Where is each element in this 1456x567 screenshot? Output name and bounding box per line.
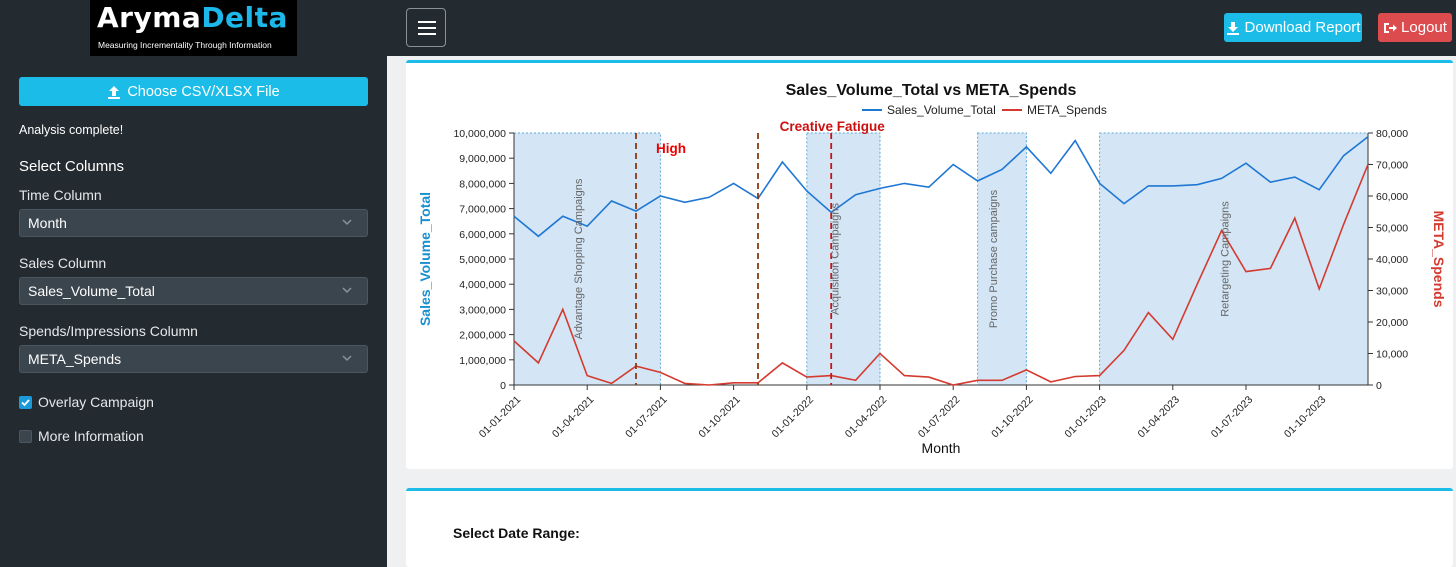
y2-tick-label: 70,000 xyxy=(1376,160,1408,172)
y2-axis-label: META_Spends xyxy=(1431,211,1447,308)
logo-text: ArymaDelta xyxy=(97,1,288,34)
y-tick-label: 6,000,000 xyxy=(459,229,506,241)
spends-column-label: Spends/Impressions Column xyxy=(19,323,198,339)
x-tick-label: 01-01-2021 xyxy=(477,394,524,441)
x-tick-label: 01-04-2021 xyxy=(550,394,597,441)
y-tick-label: 1,000,000 xyxy=(459,355,506,367)
time-column-label: Time Column xyxy=(19,187,102,203)
logo[interactable]: ArymaDelta Measuring Incrementality Thro… xyxy=(90,0,297,56)
y2-tick-label: 60,000 xyxy=(1376,191,1408,203)
y-tick-label: 0 xyxy=(500,380,506,392)
y2-tick-label: 10,000 xyxy=(1376,349,1408,361)
x-tick-label: 01-07-2021 xyxy=(623,394,670,441)
chevron-down-icon xyxy=(342,219,352,226)
series-line-meta-spends xyxy=(513,164,1369,386)
x-tick-label: 01-07-2023 xyxy=(1209,394,1256,441)
y2-tick-label: 80,000 xyxy=(1376,128,1408,140)
y2-tick-label: 20,000 xyxy=(1376,317,1408,329)
logo-tagline: Measuring Incrementality Through Informa… xyxy=(98,40,272,50)
x-tick-label: 01-01-2022 xyxy=(770,394,817,441)
time-column-value: Month xyxy=(28,215,67,231)
y2-tick-label: 30,000 xyxy=(1376,286,1408,298)
y2-tick-label: 40,000 xyxy=(1376,254,1408,266)
upload-file-button[interactable]: Choose CSV/XLSX File xyxy=(19,77,368,106)
x-tick-label: 01-01-2023 xyxy=(1062,394,1109,441)
checkmark-icon xyxy=(21,399,30,407)
sales-vs-spends-chart: 0 1,000,000 2,000,000 3,000,000 4,000,000 5,0… xyxy=(417,82,1447,456)
logout-icon xyxy=(1384,22,1398,33)
logout-label: Logout xyxy=(1401,19,1447,36)
chevron-down-icon xyxy=(342,355,352,362)
y-tick-label: 5,000,000 xyxy=(459,254,506,266)
campaign-label: Retargeting Campaigns xyxy=(1220,201,1232,317)
overlay-campaign-label[interactable]: Overlay Campaign xyxy=(38,394,154,410)
y-tick-label: 9,000,000 xyxy=(459,153,506,165)
top-bar: ArymaDelta Measuring Incrementality Thro… xyxy=(0,0,1456,56)
y-tick-label: 10,000,000 xyxy=(453,128,506,140)
campaign-label: Promo Purchase campaigns xyxy=(988,189,1000,328)
legend-label: Sales_Volume_Total xyxy=(887,103,996,117)
hamburger-icon-bar xyxy=(418,27,436,29)
x-tick-label: 01-04-2022 xyxy=(843,394,890,441)
section-title: Select Columns xyxy=(19,158,125,175)
y2-tick-label: 50,000 xyxy=(1376,223,1408,235)
time-column-select[interactable]: Month xyxy=(19,209,368,237)
sidebar: Choose CSV/XLSX File Analysis complete! … xyxy=(0,56,387,567)
more-information-label[interactable]: More Information xyxy=(38,428,144,444)
download-report-label: Download Report xyxy=(1244,19,1361,36)
x-tick-label: 01-10-2023 xyxy=(1282,394,1329,441)
campaign-label: Advantage Shopping Campaigns xyxy=(573,178,585,339)
chart-card: 0 1,000,000 2,000,000 3,000,000 4,000,000 5,0… xyxy=(406,60,1453,469)
series-line-sales-volume-total xyxy=(513,136,1369,238)
y2-tick-label: 0 xyxy=(1376,380,1382,392)
x-tick-label: 01-10-2022 xyxy=(989,394,1036,441)
more-information-checkbox[interactable] xyxy=(19,430,32,443)
download-report-button[interactable]: Download Report xyxy=(1224,13,1362,42)
hamburger-icon xyxy=(418,21,436,23)
campaign-band xyxy=(977,132,1027,386)
event-marker-label: Creative Fatigue xyxy=(780,119,886,134)
date-range-card: Select Date Range: xyxy=(406,488,1453,567)
campaign-band xyxy=(806,132,881,386)
legend-label: META_Spends xyxy=(1027,103,1107,117)
sales-column-select[interactable]: Sales_Volume_Total xyxy=(19,277,368,305)
logout-button[interactable]: Logout xyxy=(1378,13,1452,42)
status-text: Analysis complete! xyxy=(19,123,124,137)
menu-toggle-button[interactable] xyxy=(406,8,446,47)
upload-file-label: Choose CSV/XLSX File xyxy=(127,83,280,100)
y-tick-label: 7,000,000 xyxy=(459,204,506,216)
x-axis-label: Month xyxy=(922,440,961,456)
upload-icon xyxy=(108,85,121,99)
chart-title: Sales_Volume_Total vs META_Spends xyxy=(786,82,1077,99)
spends-column-value: META_Spends xyxy=(28,351,122,367)
y-tick-label: 3,000,000 xyxy=(459,304,506,316)
campaign-band xyxy=(1099,132,1369,386)
campaign-label: Acquisition Campaigns xyxy=(829,203,841,315)
date-range-label: Select Date Range: xyxy=(453,525,580,541)
x-tick-label: 01-07-2022 xyxy=(916,394,963,441)
hamburger-icon-bar xyxy=(418,33,436,35)
sales-column-label: Sales Column xyxy=(19,255,107,271)
y-tick-label: 4,000,000 xyxy=(459,279,506,291)
campaign-band xyxy=(513,132,661,386)
spends-column-select[interactable]: META_Spends xyxy=(19,345,368,373)
event-marker-label: High xyxy=(656,141,686,156)
x-tick-label: 01-10-2021 xyxy=(696,394,743,441)
y-tick-label: 2,000,000 xyxy=(459,330,506,342)
y-tick-label: 8,000,000 xyxy=(459,178,506,190)
x-tick-label: 01-04-2023 xyxy=(1136,394,1183,441)
sales-column-value: Sales_Volume_Total xyxy=(28,283,155,299)
overlay-campaign-checkbox[interactable] xyxy=(19,396,32,409)
y-axis-label: Sales_Volume_Total xyxy=(417,192,433,326)
download-icon xyxy=(1226,21,1239,35)
chevron-down-icon xyxy=(342,287,352,294)
